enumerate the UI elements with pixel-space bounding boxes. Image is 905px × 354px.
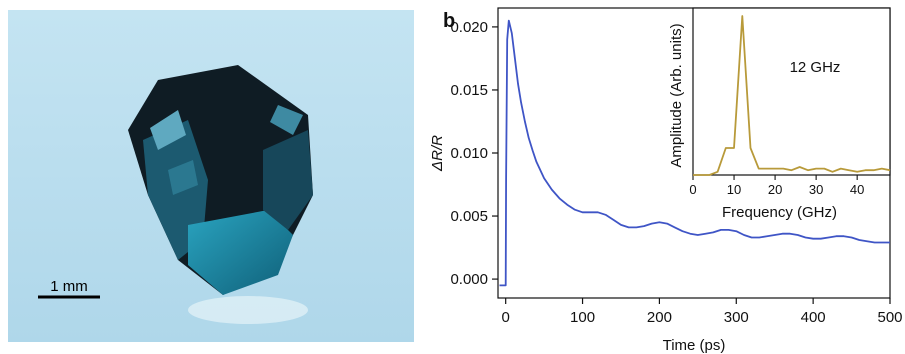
inset-y-axis-label: Amplitude (Arb. units) — [668, 23, 685, 167]
inset-axes-box — [692, 7, 891, 176]
main-x-tick-label: 0 — [502, 309, 510, 326]
crystal — [128, 65, 313, 295]
photo-reflection — [188, 296, 308, 324]
main-y-tick-label: 0.020 — [450, 19, 488, 36]
main-y-tick-label: 0.005 — [450, 208, 488, 225]
inset-x-tick-label: 10 — [727, 182, 741, 197]
inset-x-tick-label: 0 — [689, 182, 696, 197]
main-series-line — [499, 19, 890, 287]
inset-series-group — [693, 15, 891, 176]
panel-b-label: b — [443, 10, 456, 32]
main-y-axis-label: ΔR/R — [429, 135, 446, 172]
inset-plot-frame — [692, 7, 891, 176]
decay-chart: 0 100 200 300 400 5000.0000.0050.0100.0150.02… — [429, 7, 903, 354]
main-x-tick-label: 200 — [647, 309, 672, 326]
inset-series-line — [693, 15, 891, 176]
scale-bar-label: 1 mm — [50, 278, 88, 295]
inset-x-tick-label: 40 — [850, 182, 864, 197]
main-y-tick-label: 0.015 — [450, 82, 488, 99]
main-x-tick-label: 300 — [724, 309, 749, 326]
main-x-tick-label: 500 — [877, 309, 902, 326]
inset-x-tick-label: 30 — [809, 182, 823, 197]
main-x-tick-label: 100 — [570, 309, 595, 326]
crystal-photo: 1 mm — [8, 10, 414, 342]
main-y-tick-label: 0.000 — [450, 271, 488, 288]
inset-ticks: 0 10 20 30 40 — [689, 175, 864, 197]
main-x-axis-label: Time (ps) — [663, 337, 726, 354]
inset-peak-annotation: 12 GHz — [790, 59, 841, 76]
main-x-tick-label: 400 — [801, 309, 826, 326]
inset-x-tick-label: 20 — [768, 182, 782, 197]
main-ticks: 0 100 200 300 400 5000.0000.0050.0100.0150.02… — [450, 19, 902, 326]
main-y-tick-label: 0.010 — [450, 145, 488, 162]
main-series-group — [499, 19, 890, 287]
inset-x-axis-label: Frequency (GHz) — [722, 204, 837, 221]
